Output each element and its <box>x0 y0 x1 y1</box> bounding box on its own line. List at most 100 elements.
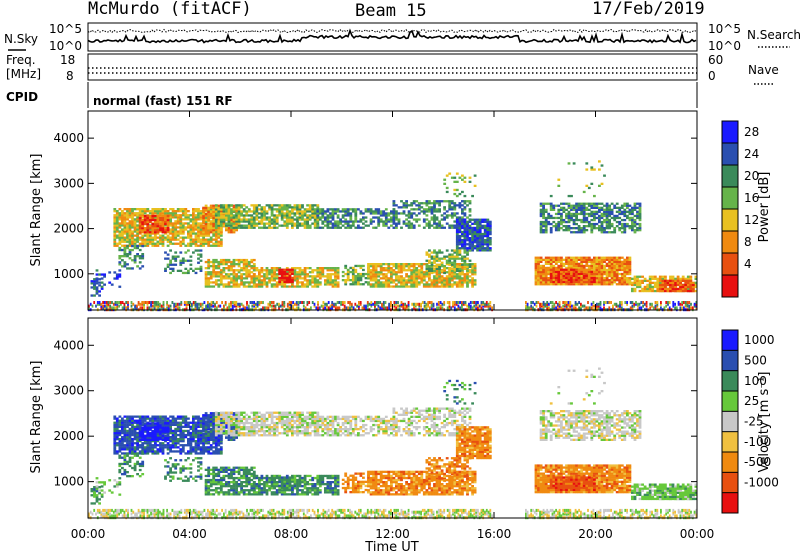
power-cell <box>562 206 566 209</box>
power-cell <box>232 229 236 232</box>
power-cell <box>595 227 599 230</box>
power-cell <box>405 222 408 225</box>
power-cell <box>557 256 561 259</box>
power-cell <box>153 302 156 306</box>
power-cell <box>296 267 299 270</box>
power-cell <box>610 272 614 276</box>
power-cell <box>671 279 675 282</box>
power-cell <box>166 212 170 215</box>
power-cell <box>252 258 256 262</box>
power-cell <box>547 256 551 259</box>
power-cell <box>628 227 632 230</box>
power-cell <box>293 204 297 207</box>
power-cell <box>694 275 698 278</box>
power-cell <box>636 275 639 278</box>
power-cell <box>240 218 243 221</box>
power-cell <box>303 271 307 274</box>
power-cell <box>366 302 369 306</box>
power-cell <box>689 281 693 284</box>
power-cell <box>217 232 221 235</box>
power-cell <box>407 279 411 282</box>
power-cell <box>387 220 391 223</box>
power-cell <box>359 301 362 304</box>
power-cell <box>265 271 269 274</box>
power-cell <box>384 212 388 215</box>
power-cell <box>214 244 218 247</box>
power-cell <box>212 220 216 223</box>
power-cell <box>288 306 291 310</box>
power-cell <box>162 306 165 310</box>
power-cell <box>587 280 591 284</box>
power-cell <box>661 277 665 280</box>
power-cell <box>275 226 279 229</box>
power-cell <box>445 249 449 252</box>
power-cell <box>458 239 462 242</box>
power-cell <box>306 281 309 284</box>
power-cell <box>232 214 236 217</box>
power-cell <box>156 232 160 235</box>
power-cell <box>183 301 186 304</box>
power-cell <box>192 212 195 215</box>
power-cell <box>293 285 297 288</box>
power-cell <box>433 220 436 223</box>
power-cell <box>450 212 454 215</box>
power-cell <box>661 279 665 282</box>
power-cell <box>334 226 337 229</box>
power-cell <box>438 269 441 272</box>
power-cell <box>291 272 294 275</box>
power-cell <box>244 306 247 310</box>
power-cell <box>133 228 137 231</box>
power-cell <box>199 242 203 245</box>
power-cell <box>544 268 548 272</box>
power-cell <box>288 220 292 223</box>
power-cell <box>174 226 178 229</box>
power-cell <box>372 271 375 274</box>
power-cell <box>570 216 573 220</box>
power-cell <box>95 288 99 291</box>
power-cell <box>600 256 604 259</box>
power-cell <box>613 216 617 220</box>
power-cell <box>121 244 124 247</box>
power-cell <box>336 216 340 219</box>
power-cell <box>336 301 339 304</box>
power-cell <box>166 216 170 220</box>
power-cell <box>179 232 183 235</box>
power-cell <box>390 285 393 288</box>
power-cell <box>212 234 216 237</box>
power-cell <box>258 273 261 276</box>
power-cell <box>593 206 596 209</box>
power-cell <box>230 226 233 229</box>
power-cell <box>679 283 682 287</box>
power-cell <box>664 281 667 284</box>
power-cell <box>311 285 315 288</box>
power-cell <box>217 271 221 274</box>
power-cell <box>115 275 119 278</box>
power-cell <box>336 208 340 211</box>
power-cell <box>288 273 292 276</box>
power-cell <box>633 208 637 211</box>
power-cell <box>198 306 200 310</box>
power-cell <box>582 204 586 207</box>
power-cell <box>585 280 589 284</box>
power-cell <box>162 301 165 304</box>
power-cell <box>285 268 289 271</box>
power-cell <box>219 224 223 227</box>
power-cell <box>453 212 457 215</box>
power-cell <box>595 210 599 213</box>
power-cell <box>478 243 482 246</box>
power-cell <box>405 214 408 217</box>
power-cell <box>570 266 573 270</box>
power-cell <box>171 242 175 245</box>
power-cell <box>450 257 454 260</box>
power-cell <box>217 240 221 243</box>
power-cell <box>205 306 207 310</box>
power-cell <box>544 216 548 220</box>
power-cell <box>575 231 578 234</box>
power-cell <box>192 230 195 233</box>
power-cell <box>194 214 198 217</box>
power-cell <box>121 232 124 235</box>
power-cell <box>339 218 342 221</box>
power-cell <box>448 172 452 175</box>
power-cell <box>192 240 195 243</box>
power-cell <box>608 279 611 282</box>
